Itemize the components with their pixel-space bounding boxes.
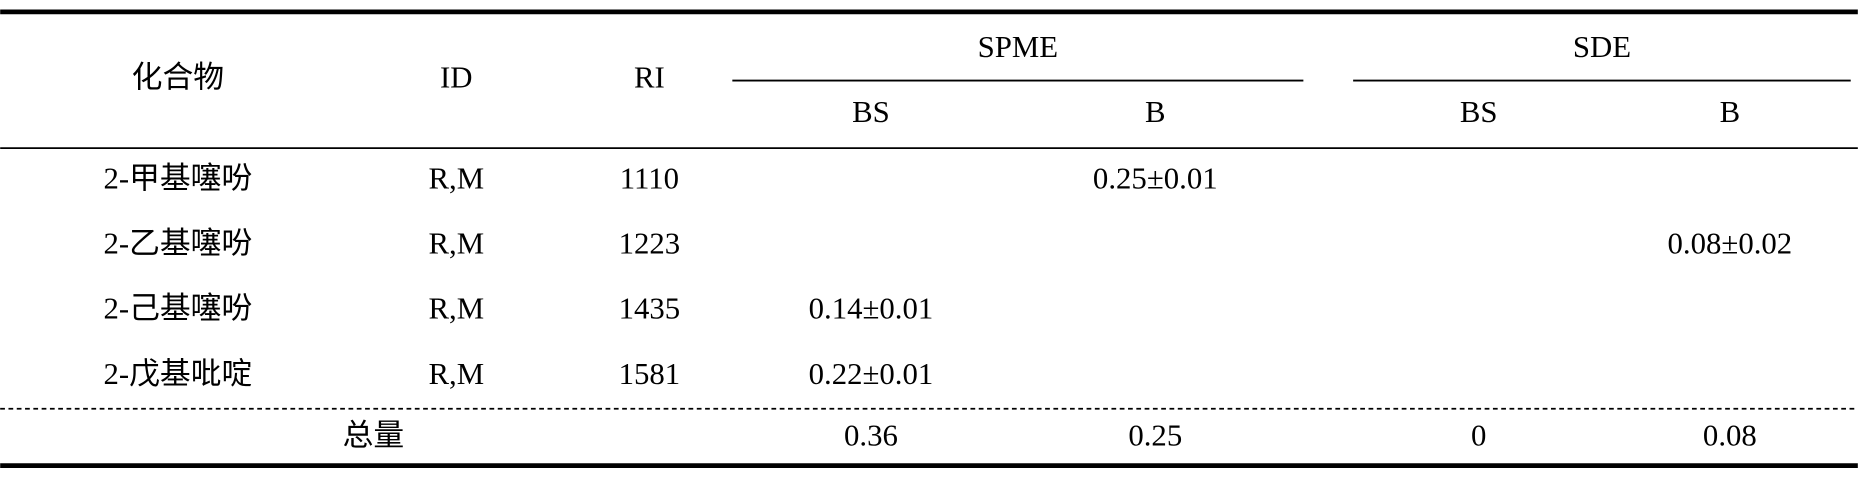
sub-header: BS (1460, 95, 1498, 129)
sub-header: BS (852, 95, 890, 129)
cell: 0.14±0.01 (809, 292, 934, 326)
cell: 1223 (619, 226, 681, 260)
cell: 2-戊基吡啶 (103, 357, 252, 391)
total-cell: 0 (1471, 418, 1486, 452)
cell: 2-己基噻吩 (103, 292, 252, 326)
cell: R,M (428, 357, 484, 391)
cell: R,M (428, 292, 484, 326)
total-cell: 0.25 (1128, 418, 1182, 452)
cell: 1110 (620, 161, 679, 195)
total-label: 总量 (343, 418, 405, 452)
header-cell: ID (440, 61, 473, 95)
cell: 0.22±0.01 (809, 357, 934, 391)
cell: 1581 (619, 357, 681, 391)
cell: 1435 (619, 292, 681, 326)
group-header: SDE (1573, 30, 1631, 64)
header-cell: RI (634, 61, 665, 95)
cell: 0.08±0.02 (1668, 226, 1793, 260)
cell: 2-乙基噻吩 (103, 226, 252, 260)
cell: R,M (428, 226, 484, 260)
cell: R,M (428, 161, 484, 195)
total-cell: 0.36 (844, 418, 898, 452)
total-cell: 0.08 (1703, 418, 1757, 452)
sub-header: B (1720, 95, 1741, 129)
cell: 2-甲基噻吩 (103, 161, 252, 195)
cell: 0.25±0.01 (1093, 161, 1218, 195)
sub-header: B (1145, 95, 1166, 129)
header-cell: 化合物 (132, 61, 224, 95)
group-header: SPME (978, 30, 1058, 64)
